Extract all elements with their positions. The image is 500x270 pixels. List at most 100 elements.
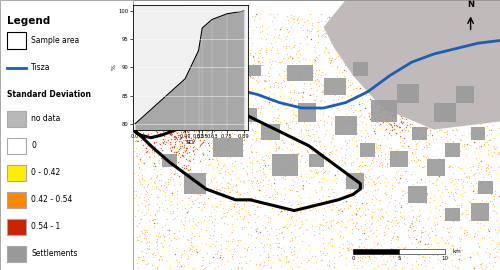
- Point: [367, 167, 375, 171]
- Point: [436, 123, 444, 127]
- Point: [138, 12, 145, 16]
- Point: [152, 237, 160, 241]
- Point: [253, 216, 261, 220]
- Point: [404, 201, 411, 205]
- Point: [172, 139, 180, 143]
- Point: [428, 125, 436, 130]
- Point: [303, 18, 311, 22]
- Point: [396, 217, 404, 221]
- Point: [170, 217, 177, 221]
- Point: [339, 124, 347, 129]
- Point: [192, 214, 200, 219]
- Point: [423, 87, 431, 92]
- Point: [288, 119, 296, 123]
- Point: [426, 207, 434, 212]
- Point: [170, 137, 178, 141]
- Point: [494, 256, 500, 260]
- Point: [426, 143, 434, 147]
- Point: [266, 12, 274, 16]
- Point: [276, 207, 284, 211]
- Point: [168, 140, 175, 145]
- Point: [456, 98, 464, 102]
- Point: [308, 107, 316, 111]
- Point: [191, 191, 199, 196]
- Point: [458, 63, 466, 67]
- Point: [229, 48, 237, 52]
- Point: [218, 116, 226, 121]
- Point: [383, 163, 391, 167]
- Point: [143, 230, 151, 234]
- Point: [409, 178, 417, 182]
- Point: [346, 248, 354, 252]
- Point: [302, 115, 310, 119]
- Point: [342, 12, 350, 16]
- Point: [268, 159, 276, 163]
- Point: [182, 137, 190, 142]
- Point: [129, 250, 137, 254]
- Point: [240, 259, 248, 263]
- Point: [382, 84, 390, 89]
- Point: [410, 110, 418, 114]
- Point: [320, 123, 328, 127]
- Point: [476, 181, 484, 185]
- Point: [370, 71, 378, 75]
- Point: [269, 173, 277, 177]
- Point: [346, 120, 354, 124]
- Point: [158, 225, 166, 229]
- Point: [319, 236, 327, 241]
- Point: [483, 66, 491, 70]
- Point: [373, 102, 381, 106]
- Point: [447, 180, 455, 184]
- Point: [138, 139, 145, 143]
- Point: [162, 39, 170, 43]
- Point: [252, 178, 260, 183]
- Point: [388, 134, 396, 139]
- Point: [400, 92, 407, 96]
- Point: [405, 92, 413, 97]
- Point: [157, 156, 165, 160]
- Point: [489, 123, 497, 127]
- Point: [350, 187, 358, 191]
- Point: [378, 205, 386, 210]
- Point: [202, 82, 210, 86]
- Point: [244, 110, 252, 114]
- Point: [220, 161, 228, 166]
- Point: [225, 190, 233, 194]
- Point: [451, 145, 459, 149]
- Point: [230, 51, 237, 55]
- Point: [136, 127, 143, 132]
- Point: [298, 261, 306, 265]
- Point: [174, 170, 182, 175]
- Point: [374, 96, 382, 100]
- Point: [236, 127, 244, 131]
- Point: [152, 185, 160, 190]
- Point: [414, 262, 422, 266]
- Point: [404, 30, 412, 35]
- Point: [374, 20, 382, 24]
- Bar: [214, 138, 243, 157]
- Point: [354, 114, 362, 119]
- Point: [224, 61, 232, 65]
- Point: [334, 125, 342, 130]
- Point: [459, 28, 467, 32]
- Point: [424, 233, 432, 237]
- Point: [436, 53, 444, 58]
- Point: [146, 33, 154, 38]
- Point: [166, 132, 174, 136]
- Point: [399, 104, 407, 109]
- Point: [208, 204, 216, 208]
- Point: [217, 247, 225, 251]
- Point: [207, 131, 215, 136]
- Point: [330, 190, 338, 195]
- Point: [374, 69, 382, 73]
- Point: [232, 119, 239, 124]
- Point: [352, 117, 360, 122]
- Point: [254, 67, 262, 71]
- Point: [128, 235, 136, 240]
- Point: [358, 53, 366, 57]
- Point: [188, 224, 196, 228]
- Point: [161, 198, 169, 202]
- Point: [372, 157, 380, 161]
- Point: [151, 33, 159, 37]
- Point: [420, 102, 428, 106]
